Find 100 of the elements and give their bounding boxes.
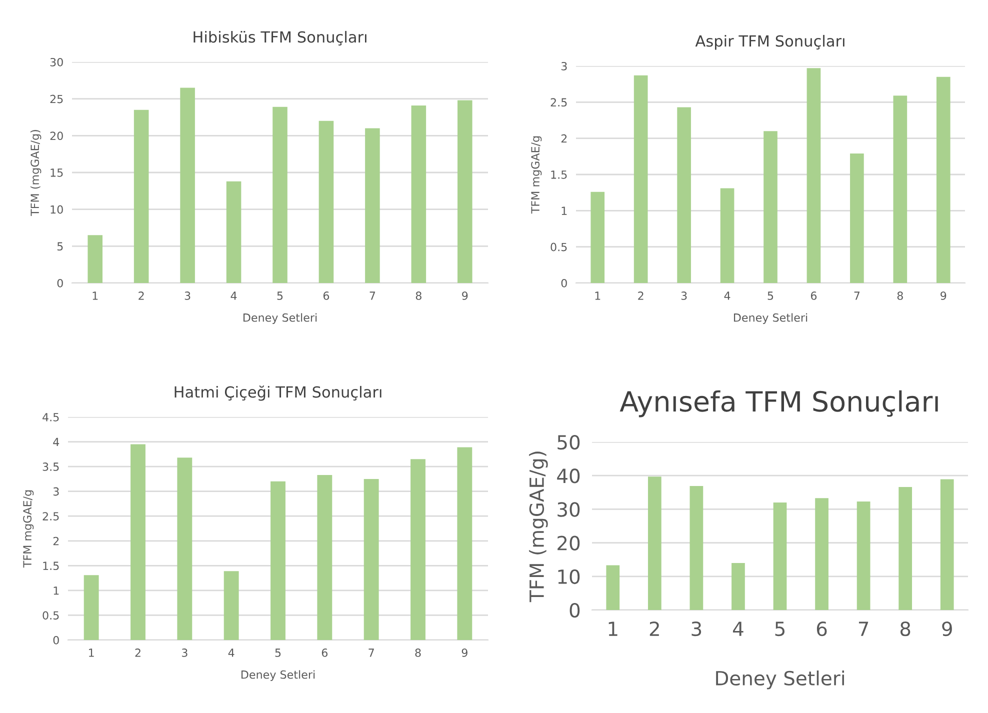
x-tick-label: 5: [768, 292, 774, 300]
y-tick-label: 0.5: [42, 611, 59, 620]
bar: [893, 96, 908, 283]
y-tick-label: 1: [54, 586, 59, 595]
bar: [806, 68, 821, 283]
bar: [720, 188, 734, 283]
x-tick-label: 5: [277, 292, 283, 300]
bar: [88, 235, 103, 283]
x-tick-label: 4: [732, 622, 744, 636]
bar: [764, 131, 778, 283]
y-tick-label: 0: [53, 636, 59, 644]
y-tick-label: 5: [57, 242, 63, 251]
x-tick-label: 2: [650, 621, 659, 636]
x-tick-label: 3: [182, 648, 188, 657]
bar: [318, 120, 334, 283]
chart-title: Hatmi Çiçeği TFM Sonuçları: [174, 386, 382, 401]
chart-title: Aspir TFM Sonuçları: [695, 34, 844, 50]
y-tick-label: 0: [570, 602, 580, 618]
y-tick-label: 20: [558, 536, 580, 550]
x-tick-label: 7: [370, 292, 376, 300]
bar: [364, 478, 379, 640]
bar: [677, 107, 691, 283]
bar: [130, 444, 146, 640]
x-tick-label: 5: [775, 622, 784, 636]
bar: [180, 88, 195, 283]
y-tick-label: 50: [558, 434, 580, 450]
bar: [457, 100, 472, 283]
y-tick-label: 1.5: [551, 170, 567, 179]
x-tick-label: 2: [638, 292, 644, 300]
chart-title: Hibisküs TFM Sonuçları: [194, 30, 366, 46]
x-axis-title: Deney Setleri: [243, 313, 317, 324]
bar: [606, 565, 620, 610]
y-tick-label: 3.5: [42, 462, 59, 471]
y-tick-label: 15: [50, 168, 63, 177]
x-tick-label: 2: [138, 292, 144, 300]
y-axis-title: TFM mgGAE/g: [23, 490, 34, 568]
x-tick-label: 4: [228, 648, 234, 657]
x-tick-label: 7: [858, 622, 868, 636]
bar: [365, 128, 380, 283]
x-tick-label: 9: [940, 292, 946, 300]
bar: [690, 486, 704, 610]
x-tick-label: 8: [415, 648, 421, 657]
bar: [773, 502, 787, 610]
x-tick-label: 3: [692, 621, 702, 636]
x-tick-label: 9: [942, 621, 952, 636]
bar: [224, 571, 239, 640]
bar: [850, 154, 864, 283]
y-tick-label: 10: [50, 205, 63, 214]
y-tick-label: 4: [53, 438, 60, 446]
y-tick-label: 2.5: [42, 512, 59, 520]
x-tick-label: 6: [323, 292, 330, 300]
x-tick-label: 5: [275, 648, 281, 657]
x-tick-label: 6: [810, 292, 817, 300]
x-tick-label: 1: [595, 292, 600, 300]
y-tick-label: 2: [53, 536, 59, 546]
y-tick-label: 30: [50, 58, 63, 66]
x-axis-title: Deney Setleri: [241, 670, 315, 681]
bar: [457, 447, 472, 640]
bar: [134, 110, 149, 283]
chart-title: Aynısefa TFM Sonuçları: [620, 390, 938, 418]
y-tick-label: 25: [50, 94, 63, 104]
x-tick-label: 1: [89, 648, 94, 657]
x-tick-label: 9: [462, 648, 468, 657]
x-tick-label: 3: [681, 292, 687, 300]
bar: [940, 479, 954, 610]
x-tick-label: 4: [230, 292, 237, 300]
bar: [317, 474, 332, 640]
x-tick-label: 8: [416, 292, 422, 300]
y-tick-label: 1: [562, 206, 567, 215]
y-tick-label: 40: [557, 468, 580, 484]
x-axis-title: Deney Setleri: [734, 313, 808, 324]
bar: [648, 476, 662, 610]
y-tick-label: 0: [561, 278, 567, 288]
bar: [936, 76, 950, 283]
x-tick-label: 1: [92, 292, 98, 300]
bar: [177, 458, 192, 640]
y-tick-label: 2: [561, 134, 567, 143]
y-tick-label: 3: [561, 62, 567, 70]
bar: [226, 181, 242, 283]
bar: [411, 105, 426, 283]
bar: [898, 487, 912, 610]
x-tick-label: 3: [184, 292, 190, 300]
bar: [270, 481, 286, 640]
y-axis-title: TFM mgGAE/g: [531, 136, 542, 214]
bar: [272, 106, 288, 283]
bar: [410, 459, 426, 640]
bar: [590, 192, 605, 283]
y-tick-label: 1.5: [43, 562, 59, 570]
x-tick-label: 1: [608, 622, 618, 636]
x-tick-label: 8: [900, 621, 910, 636]
x-tick-label: 9: [462, 292, 468, 300]
x-axis-title: Deney Setleri: [716, 670, 844, 690]
y-tick-label: 10: [558, 569, 580, 584]
x-tick-label: 2: [135, 648, 140, 657]
bar: [84, 575, 99, 640]
bar: [856, 501, 870, 610]
x-tick-label: 7: [854, 292, 860, 300]
x-tick-label: 4: [724, 292, 730, 300]
y-tick-label: 2.5: [550, 98, 567, 107]
bar: [634, 75, 648, 283]
